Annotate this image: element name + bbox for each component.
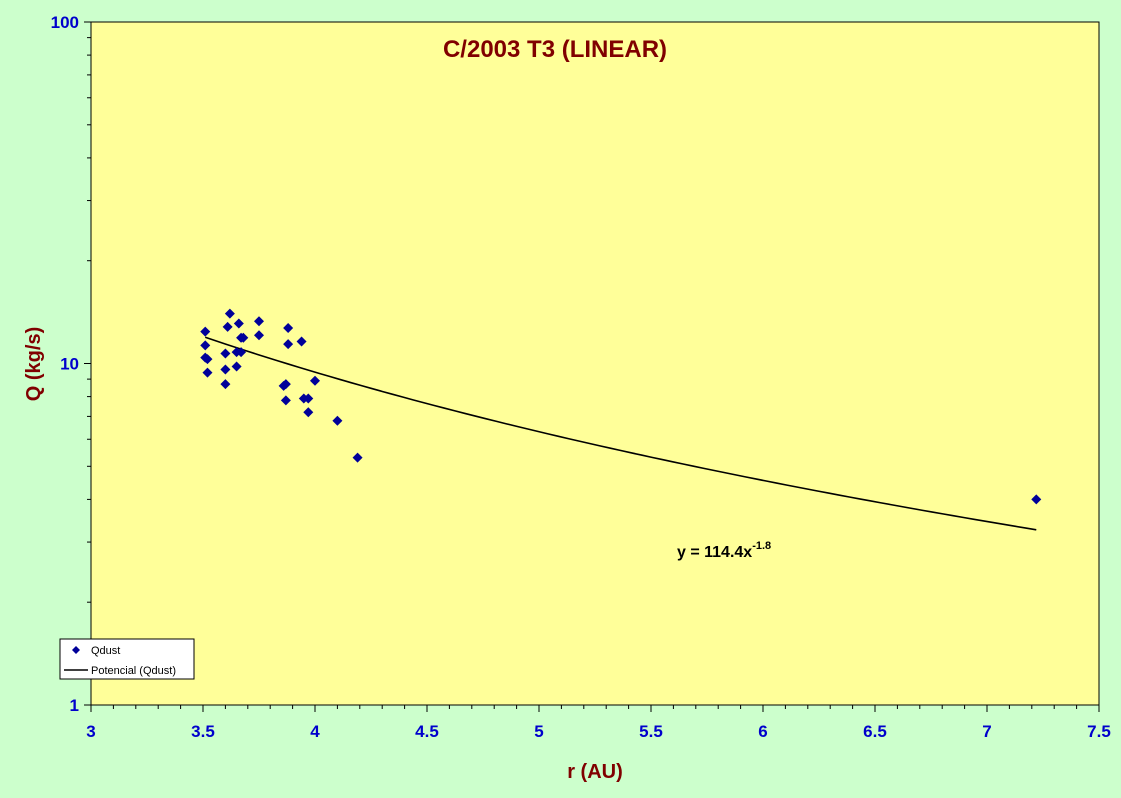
trendline-equation: y = 114.4x-1.8 (677, 540, 771, 561)
data-points-layer (200, 308, 1042, 505)
data-point (296, 336, 307, 347)
data-point (332, 415, 343, 426)
data-point (352, 452, 363, 463)
y-tick-label: 100 (51, 13, 79, 32)
data-point (303, 407, 314, 418)
data-point (280, 379, 291, 390)
data-point (220, 348, 231, 359)
data-point (224, 308, 235, 319)
x-tick-label: 3.5 (191, 722, 215, 741)
data-point (280, 395, 291, 406)
data-point (220, 364, 231, 375)
data-point (231, 361, 242, 372)
x-tick-label: 6 (758, 722, 767, 741)
data-point (283, 339, 294, 350)
data-point (236, 347, 247, 358)
chart-title: C/2003 T3 (LINEAR) (443, 36, 667, 63)
x-tick-label: 7.5 (1087, 722, 1111, 741)
data-point (254, 316, 264, 327)
data-point (310, 375, 320, 386)
x-tick-label: 3 (86, 722, 95, 741)
legend: Qdust Potencial (Qdust) (59, 638, 195, 680)
x-tick-label: 7 (982, 722, 991, 741)
legend-marker-qdust (72, 646, 80, 654)
data-point (238, 332, 249, 343)
legend-label-trend: Potencial (Qdust) (91, 665, 176, 677)
data-point (303, 393, 314, 404)
x-axis-label: r (AU) (567, 761, 623, 783)
x-axis-ticks: 3 3.5 4 4.5 5 5.5 6 6.5 7 7.5 (86, 705, 1111, 741)
data-point (200, 326, 211, 337)
data-point (1031, 494, 1042, 505)
data-point (202, 367, 213, 378)
y-axis-label: Q (kg/s) (23, 327, 45, 401)
data-point (202, 354, 213, 365)
plot-area (90, 21, 1100, 706)
x-tick-label: 6.5 (863, 722, 887, 741)
y-axis-ticks: 1 10 100 (51, 13, 91, 715)
data-point (220, 379, 231, 390)
y-tick-label: 1 (70, 696, 79, 715)
data-point (222, 321, 233, 332)
trendline-equation-exponent: -1.8 (752, 540, 771, 552)
data-point (233, 318, 244, 329)
trendline (204, 336, 1037, 531)
data-point (200, 340, 211, 351)
x-tick-label: 4.5 (415, 722, 439, 741)
data-point (254, 330, 264, 341)
trendline-layer (204, 336, 1037, 531)
x-tick-label: 5.5 (639, 722, 663, 741)
x-tick-label: 4 (310, 722, 320, 741)
trendline-equation-base: y = 114.4x (677, 544, 752, 561)
data-point (283, 323, 294, 334)
legend-box (59, 638, 195, 680)
legend-label-qdust: Qdust (91, 645, 120, 657)
x-tick-label: 5 (534, 722, 543, 741)
y-tick-label: 10 (60, 355, 79, 374)
